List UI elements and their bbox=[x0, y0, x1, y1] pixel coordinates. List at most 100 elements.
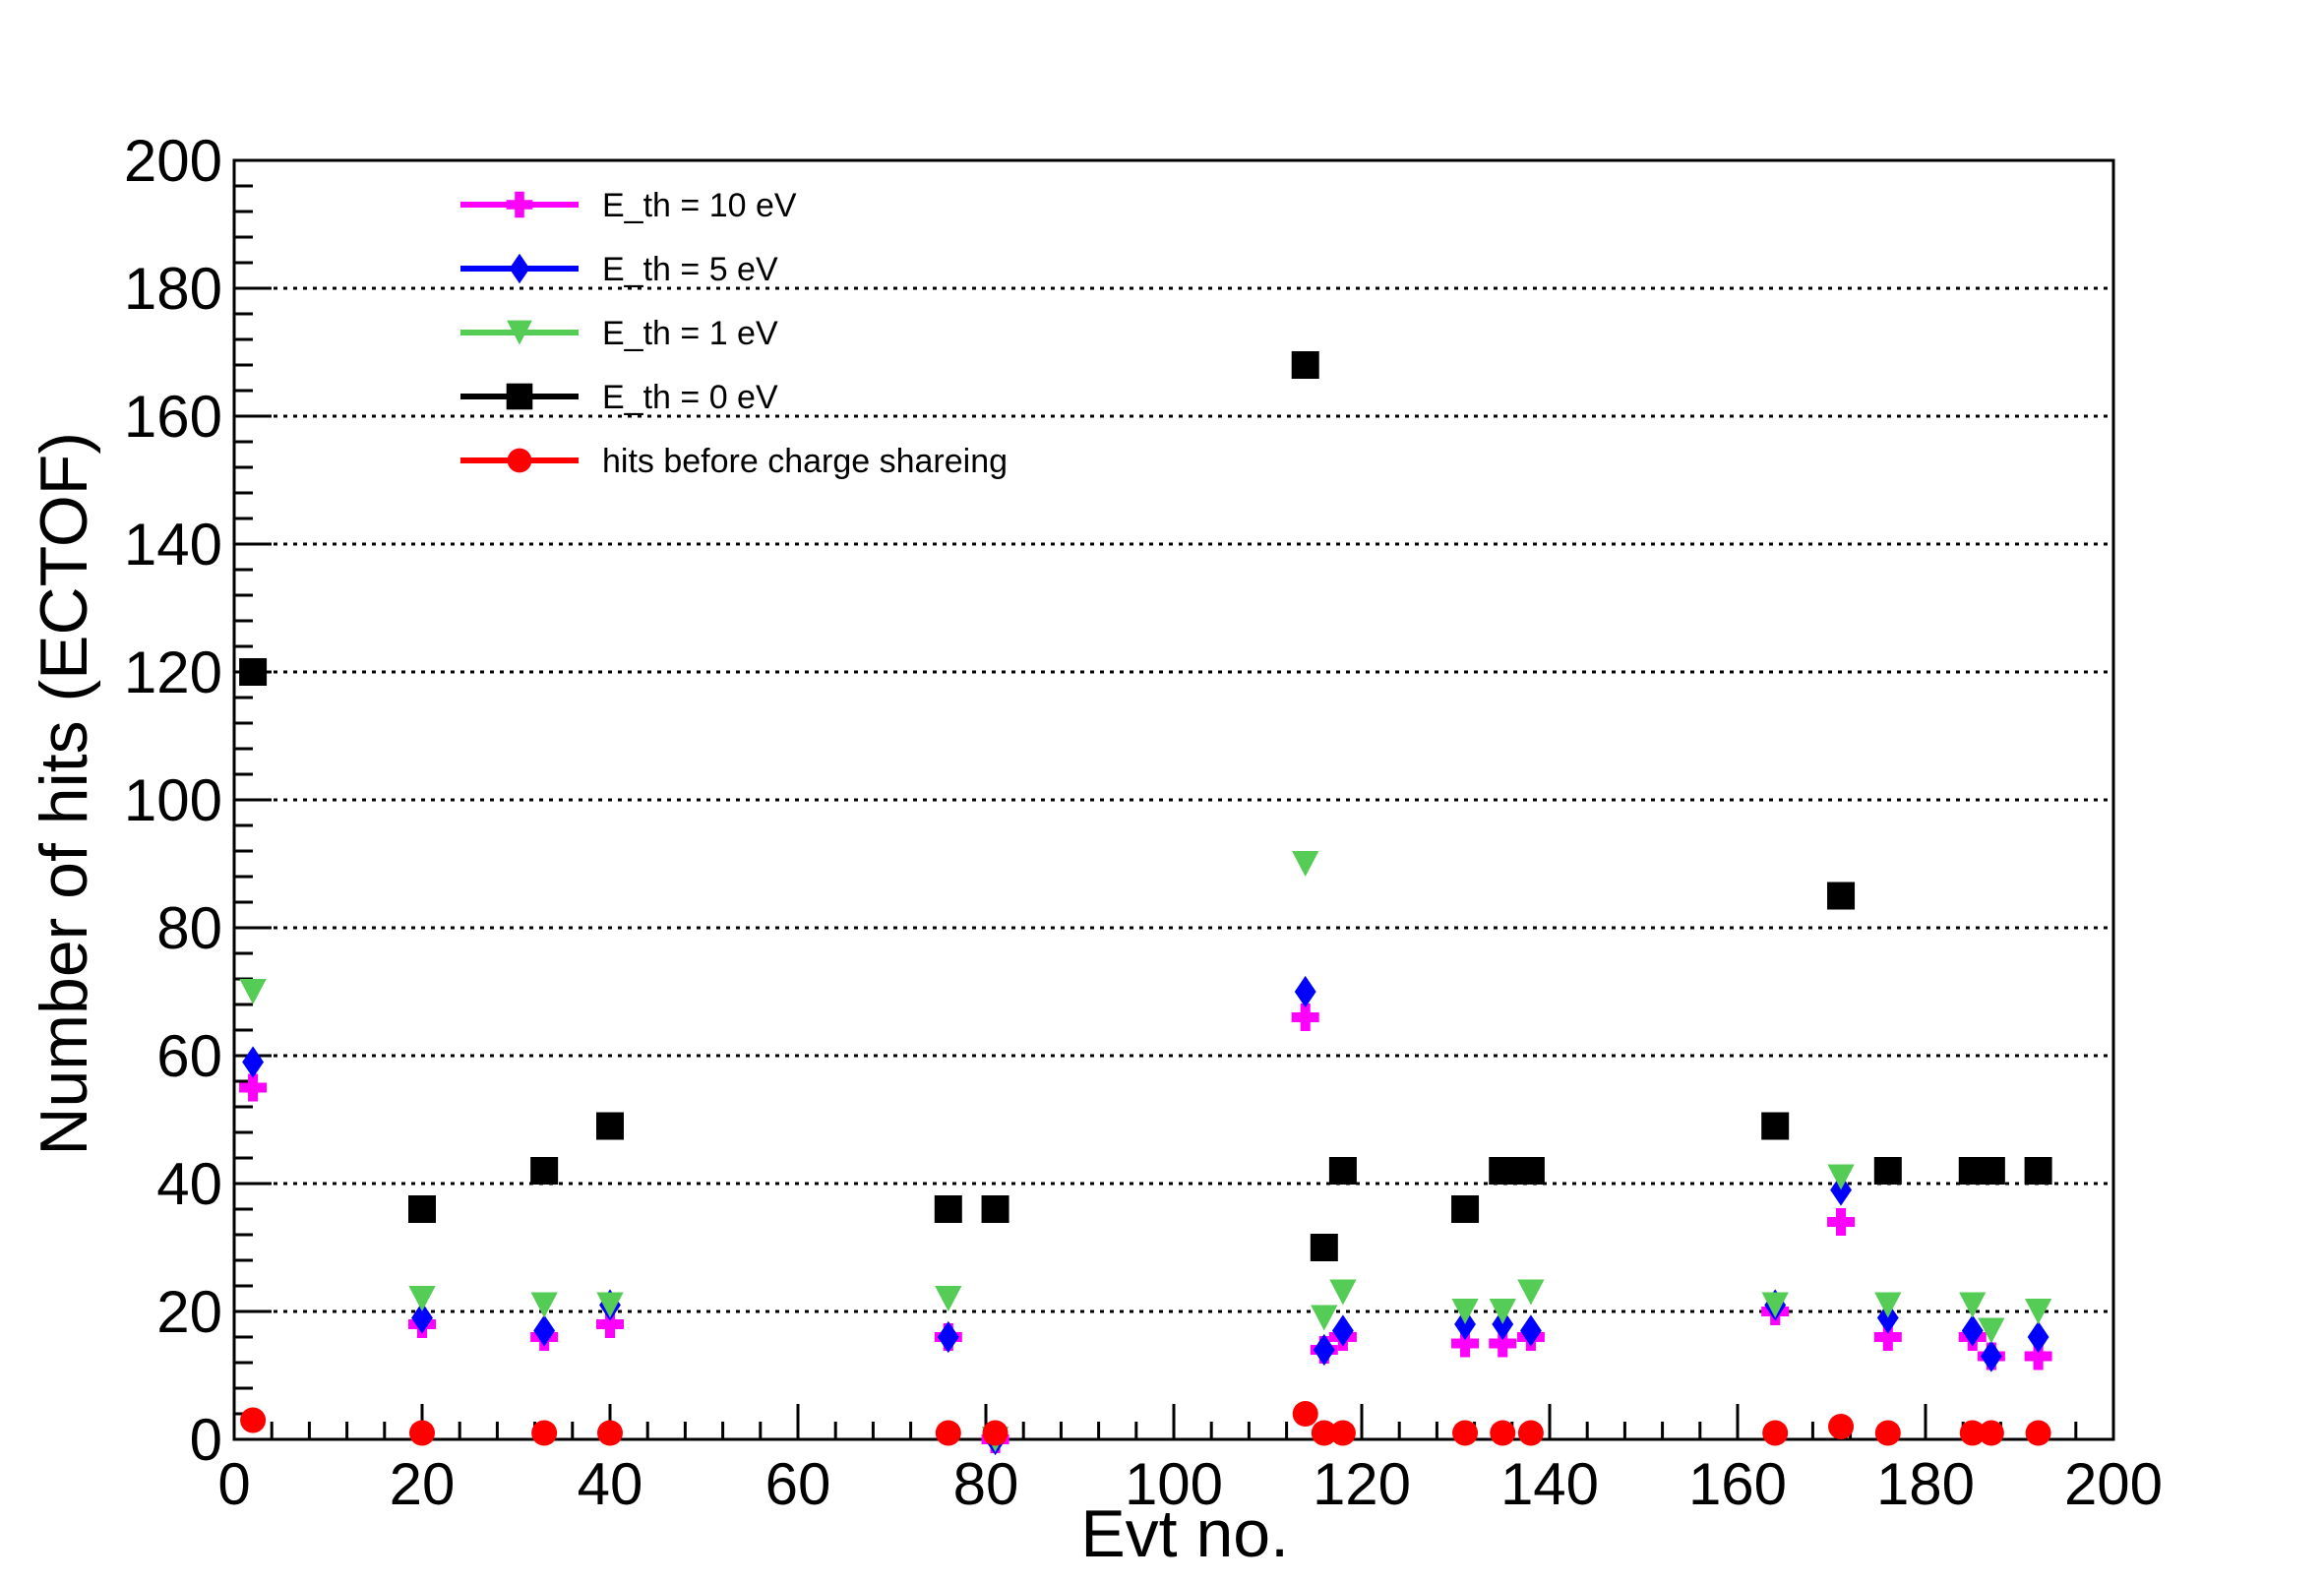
point-s4-1 bbox=[409, 1420, 435, 1446]
point-s2-6 bbox=[1292, 851, 1319, 877]
point-s2-13 bbox=[1827, 1164, 1855, 1190]
x-tick-label-0: 0 bbox=[217, 1451, 250, 1517]
x-tick-label-180: 180 bbox=[1876, 1451, 1975, 1517]
point-s2-12 bbox=[1761, 1292, 1789, 1318]
point-s4-0 bbox=[240, 1407, 267, 1433]
x-tick-label-200: 200 bbox=[2064, 1451, 2163, 1517]
y-tick-label-140: 140 bbox=[124, 512, 222, 578]
point-s4-6 bbox=[1292, 1401, 1318, 1427]
point-s2-0 bbox=[239, 979, 267, 1005]
point-s0-13 bbox=[1827, 1208, 1856, 1236]
series-0 bbox=[239, 1004, 2052, 1453]
legend-marker-2 bbox=[507, 320, 532, 345]
point-s4-4 bbox=[935, 1420, 961, 1446]
point-s1-17 bbox=[2027, 1320, 2049, 1354]
point-s3-4 bbox=[934, 1195, 962, 1223]
point-s4-16 bbox=[1978, 1420, 2004, 1446]
point-s4-13 bbox=[1828, 1414, 1855, 1439]
legend-entry-4: hits before charge shareing bbox=[460, 443, 1008, 480]
point-s3-13 bbox=[1761, 1112, 1790, 1140]
point-s2-10 bbox=[1489, 1299, 1516, 1324]
x-tick-label-100: 100 bbox=[1125, 1451, 1223, 1517]
x-tick-label-20: 20 bbox=[390, 1451, 456, 1517]
point-s0-6 bbox=[1291, 1004, 1319, 1031]
legend-entry-3: E_th = 0 eV bbox=[460, 379, 778, 416]
point-s1-7 bbox=[1313, 1333, 1335, 1367]
point-s3-8 bbox=[1328, 1157, 1357, 1185]
legend-marker-3 bbox=[506, 383, 533, 410]
point-s4-11 bbox=[1517, 1420, 1544, 1446]
y-tick-label-100: 100 bbox=[124, 767, 222, 833]
x-tick-label-60: 60 bbox=[765, 1451, 831, 1517]
y-tick-label-60: 60 bbox=[156, 1023, 222, 1089]
point-s4-8 bbox=[1329, 1420, 1356, 1446]
y-axis-title: Number of hits (ECTOF) bbox=[27, 432, 101, 1156]
point-s4-7 bbox=[1311, 1420, 1337, 1446]
point-s1-4 bbox=[937, 1320, 959, 1354]
legend-marker-0 bbox=[506, 191, 533, 218]
point-s4-15 bbox=[1959, 1420, 1986, 1446]
point-s3-15 bbox=[1873, 1157, 1902, 1185]
point-s4-10 bbox=[1490, 1420, 1516, 1446]
legend-label-2: E_th = 1 eV bbox=[602, 315, 778, 352]
x-axis-title: Evt no. bbox=[1080, 1496, 1289, 1571]
y-tick-label-200: 200 bbox=[124, 128, 222, 194]
point-s4-3 bbox=[597, 1420, 623, 1446]
point-s1-11 bbox=[1519, 1314, 1542, 1347]
point-s3-17 bbox=[1977, 1157, 2005, 1185]
y-tick-label-80: 80 bbox=[156, 895, 222, 961]
point-s2-14 bbox=[1874, 1292, 1902, 1318]
point-s1-16 bbox=[1980, 1340, 2002, 1372]
point-s2-16 bbox=[1978, 1317, 2005, 1344]
legend-label-0: E_th = 10 eV bbox=[602, 187, 797, 224]
tick-labels: 0 20 40 60 80 100 120 140 160 180 200 0 20 40 60 80 100 1… bbox=[124, 128, 2163, 1517]
y-tick-label-180: 180 bbox=[124, 256, 222, 322]
legend-entry-1: E_th = 5 eV bbox=[460, 251, 778, 288]
point-s1-2 bbox=[533, 1314, 556, 1347]
point-s2-1 bbox=[408, 1286, 436, 1311]
legend: E_th = 10 eV E_th = 5 eV E_th = 1 eV E_th =… bbox=[460, 187, 1008, 480]
point-s3-12 bbox=[1516, 1157, 1545, 1185]
point-s2-8 bbox=[1329, 1279, 1357, 1306]
legend-label-3: E_th = 0 eV bbox=[602, 379, 778, 416]
point-s0-0 bbox=[239, 1073, 268, 1102]
series-3 bbox=[239, 351, 2052, 1261]
legend-label-1: E_th = 5 eV bbox=[602, 251, 778, 288]
point-s4-2 bbox=[531, 1420, 558, 1446]
point-s3-7 bbox=[1310, 1234, 1338, 1261]
x-tick-label-140: 140 bbox=[1500, 1451, 1599, 1517]
point-s3-9 bbox=[1451, 1195, 1480, 1223]
x-tick-label-80: 80 bbox=[953, 1451, 1019, 1517]
point-s1-8 bbox=[1331, 1314, 1354, 1347]
point-s4-12 bbox=[1762, 1420, 1789, 1446]
point-s4-5 bbox=[982, 1420, 1009, 1446]
point-s3-3 bbox=[596, 1112, 624, 1140]
legend-entry-0: E_th = 10 eV bbox=[460, 187, 797, 224]
point-s2-11 bbox=[1517, 1279, 1545, 1306]
point-s2-2 bbox=[530, 1292, 558, 1318]
data-points bbox=[239, 351, 2052, 1456]
series-2 bbox=[239, 851, 2052, 1452]
point-s3-0 bbox=[239, 658, 268, 686]
x-tick-label-160: 160 bbox=[1688, 1451, 1787, 1517]
x-tick-label-40: 40 bbox=[578, 1451, 643, 1517]
point-s1-6 bbox=[1294, 975, 1316, 1008]
point-s4-17 bbox=[2025, 1420, 2051, 1446]
point-s3-1 bbox=[408, 1195, 436, 1223]
legend-entry-2: E_th = 1 eV bbox=[460, 315, 778, 352]
point-s4-14 bbox=[1874, 1420, 1901, 1446]
point-s2-3 bbox=[596, 1292, 624, 1318]
legend-marker-1 bbox=[509, 253, 530, 284]
point-s3-2 bbox=[530, 1157, 559, 1185]
point-s2-7 bbox=[1311, 1305, 1338, 1331]
grid-lines bbox=[234, 286, 2113, 1313]
point-s3-6 bbox=[1291, 351, 1319, 379]
series-4 bbox=[240, 1401, 2051, 1446]
point-s2-9 bbox=[1451, 1299, 1479, 1324]
legend-marker-4 bbox=[507, 448, 532, 473]
point-s1-1 bbox=[411, 1302, 433, 1334]
point-s3-18 bbox=[2024, 1157, 2052, 1185]
point-s2-15 bbox=[1959, 1292, 1987, 1318]
x-tick-label-120: 120 bbox=[1313, 1451, 1411, 1517]
